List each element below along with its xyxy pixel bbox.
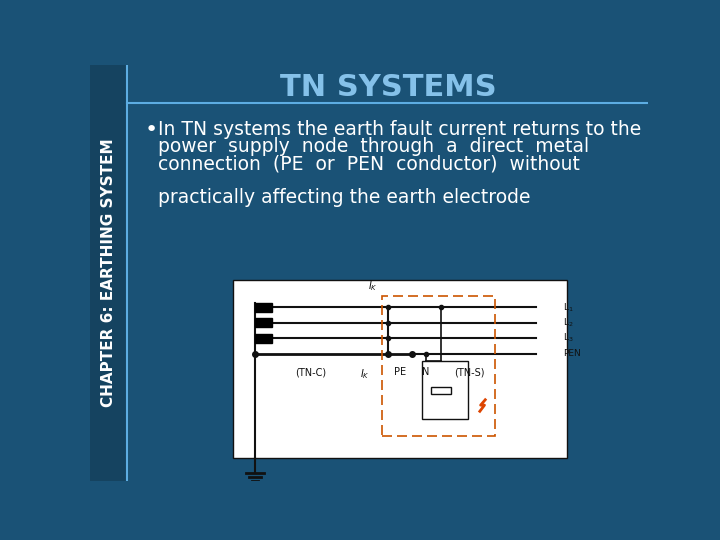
Text: L$_1$: L$_1$ [563,301,573,314]
Text: In TN systems the earth fault current returns to the: In TN systems the earth fault current re… [158,120,642,139]
Bar [422,361,468,419]
Text: PEN: PEN [563,349,580,358]
Bar [255,334,272,343]
Text: N: N [422,367,429,377]
Text: L$_2$: L$_2$ [563,316,573,329]
Text: (TN-C): (TN-C) [295,367,326,377]
Text: PE: PE [394,367,406,377]
Bar [431,387,451,394]
Bar [255,318,272,327]
Text: L$_3$: L$_3$ [563,332,573,345]
Bar [382,296,495,436]
Text: $I_K$: $I_K$ [360,367,370,381]
Bar [255,303,272,312]
Text: power  supply  node  through  a  direct  metal: power supply node through a direct metal [158,137,590,156]
Text: connection  (PE  or  PEN  conductor)  without: connection (PE or PEN conductor) without [158,154,580,173]
Text: (TN-S): (TN-S) [454,367,485,377]
Text: •: • [144,120,158,140]
Bar [233,280,567,457]
Text: $I_K$: $I_K$ [368,280,378,293]
Text: TN SYSTEMS: TN SYSTEMS [280,73,497,103]
Text: CHAPTER 6: EARTHING SYSTEM: CHAPTER 6: EARTHING SYSTEM [101,138,116,407]
Text: practically affecting the earth electrode: practically affecting the earth electrod… [158,188,531,207]
Bar [90,65,127,481]
